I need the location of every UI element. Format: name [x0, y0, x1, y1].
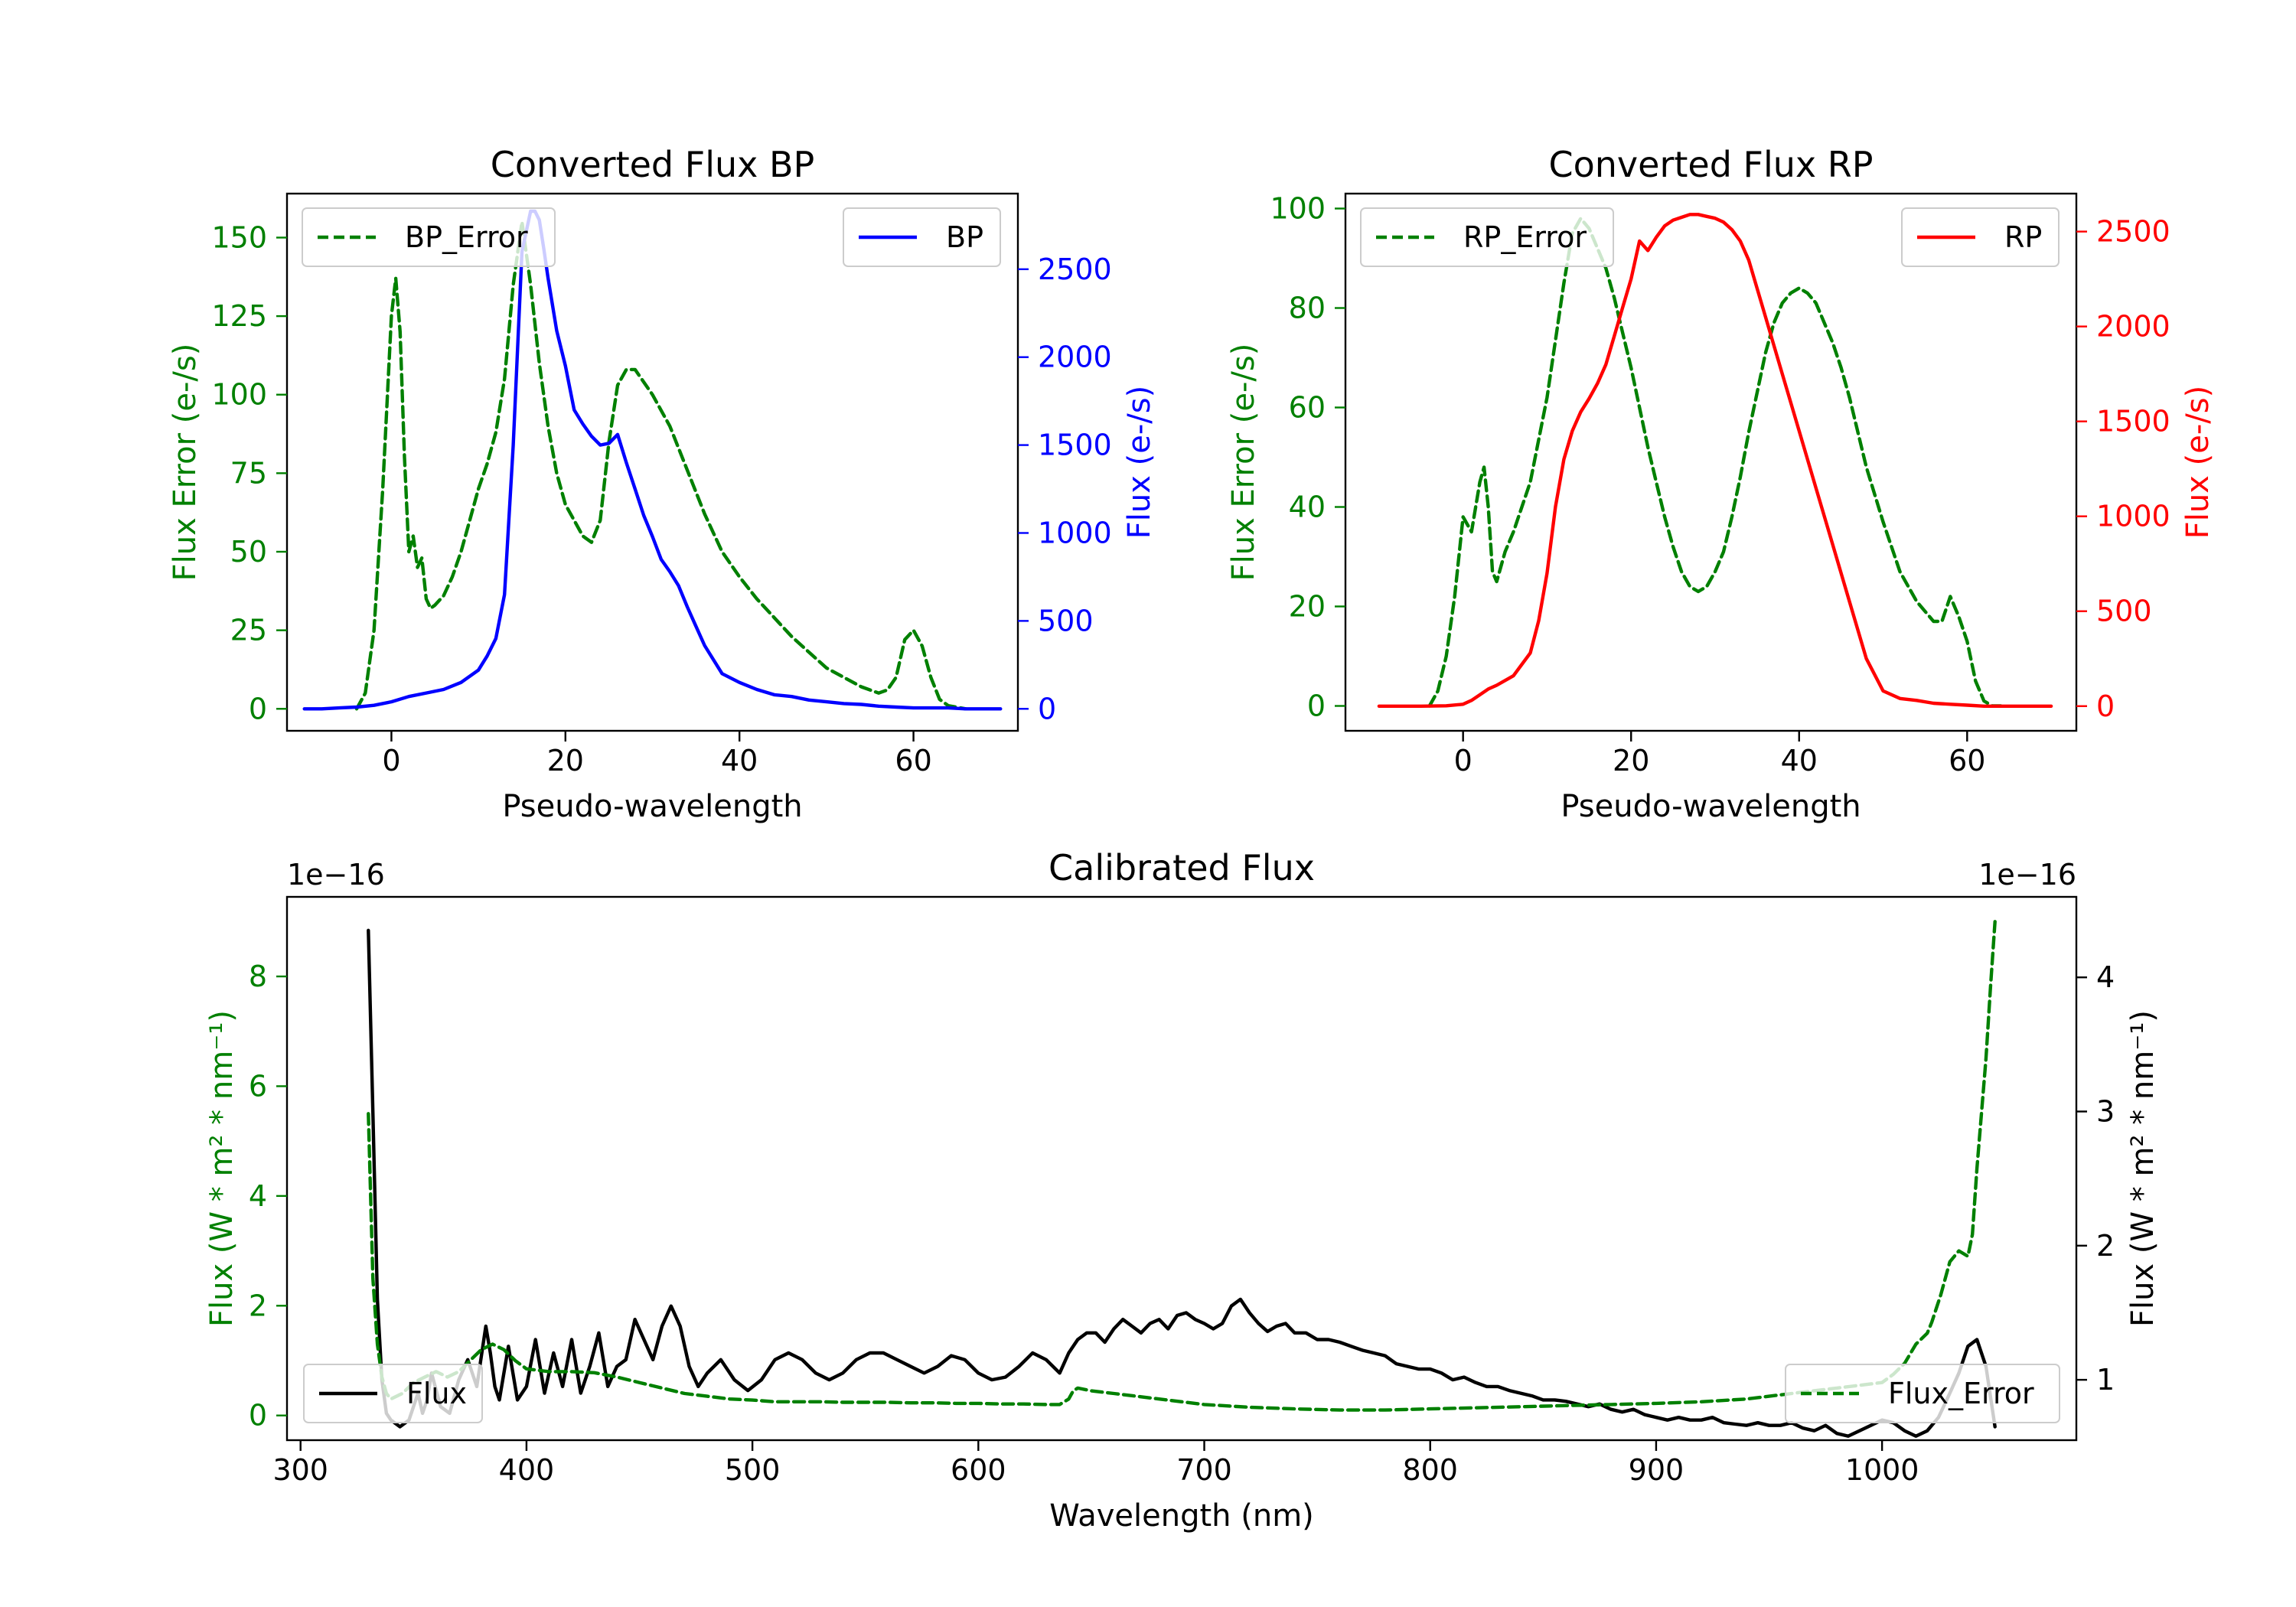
legend-bp-error: BP_Error: [302, 207, 556, 267]
y-left-tick-label: 20: [1289, 590, 1326, 624]
x-tick-label: 40: [1781, 744, 1818, 777]
y-left-tick-label: 2: [249, 1289, 267, 1322]
y-left-tick-label: 4: [249, 1179, 267, 1213]
legend-flux-error: Flux_Error: [1785, 1364, 2060, 1423]
y-right-tick-label: 2500: [2096, 215, 2170, 249]
legend-box: [303, 1364, 483, 1423]
y-right-tick-label: 2500: [1038, 253, 1112, 286]
series-line-bp: [302, 209, 1003, 711]
x-tick-label: 60: [1949, 744, 1985, 777]
series-line-rp-error: [1427, 217, 2003, 708]
y-left-tick-label: 0: [249, 1399, 267, 1433]
x-tick-label: 1000: [1845, 1453, 1919, 1487]
legend-rp-error: RP_Error: [1360, 207, 1614, 267]
axes-frame: [285, 192, 1019, 732]
legend-box: [1901, 207, 2060, 267]
axes-frame: [285, 895, 2078, 1442]
y-right-axis-label: Flux (e-/s): [1122, 386, 1157, 539]
x-axis-label: Wavelength (nm): [1049, 1498, 1314, 1534]
y-left-offset-label: 1e−16: [287, 858, 385, 892]
y-right-tick-label: 2: [2096, 1229, 2115, 1263]
y-right-tick-label: 1000: [2096, 500, 2170, 533]
legend-box: [302, 207, 556, 267]
y-left-axis-label: Flux (W * m² * nm⁻¹): [204, 1010, 240, 1327]
chart-title: Converted Flux RP: [1549, 144, 1874, 185]
legend-label: RP: [2004, 220, 2042, 254]
y-right-tick-label: 500: [1038, 604, 1094, 637]
y-left-tick-label: 8: [249, 960, 267, 993]
y-left-tick-label: 100: [1270, 192, 1326, 226]
legend-rp: RP: [1901, 207, 2060, 267]
y-left-tick-label: 150: [211, 220, 267, 254]
y-left-axis-label: Flux Error (e-/s): [168, 344, 203, 582]
series-group: [302, 209, 1003, 711]
y-left-tick-label: 25: [230, 614, 267, 647]
y-left-tick-label: 80: [1289, 292, 1326, 325]
chart-title: Calibrated Flux: [1049, 847, 1315, 888]
y-right-axis-label: Flux (e-/s): [2180, 386, 2216, 539]
y-right-offset-label: 1e−16: [1978, 858, 2076, 892]
x-tick-label: 500: [725, 1453, 781, 1487]
series-line-flux-error: [367, 920, 1997, 1412]
x-tick-label: 60: [895, 744, 931, 777]
y-right-tick-label: 1: [2096, 1363, 2115, 1397]
series-line-bp-error: [354, 220, 967, 711]
x-tick-label: 800: [1402, 1453, 1458, 1487]
y-left-tick-label: 75: [230, 456, 267, 490]
x-tick-label: 20: [547, 744, 584, 777]
chart-rp: 0 20 40 6002040608010005001000150020002500C…: [1226, 144, 2216, 824]
x-tick-label: 300: [272, 1453, 328, 1487]
x-tick-label: 400: [499, 1453, 555, 1487]
y-left-tick-label: 40: [1289, 491, 1326, 524]
legend-bp: BP: [843, 207, 1001, 267]
x-tick-label: 20: [1613, 744, 1649, 777]
x-axis-label: Pseudo-wavelength: [502, 789, 802, 824]
y-right-tick-label: 3: [2096, 1094, 2115, 1128]
y-right-tick-label: 500: [2096, 595, 2152, 628]
x-tick-label: 900: [1629, 1453, 1684, 1487]
chart-title: Converted Flux BP: [491, 144, 815, 185]
legend-label: RP_Error: [1463, 220, 1587, 254]
legend-label: BP: [946, 220, 983, 254]
legend-label: BP_Error: [405, 220, 528, 254]
y-right-tick-label: 1000: [1038, 516, 1112, 549]
x-tick-label: 0: [1454, 744, 1473, 777]
y-left-axis-label: Flux Error (e-/s): [1226, 344, 1261, 582]
series-group: [1377, 213, 2053, 708]
y-right-tick-label: 1500: [1038, 429, 1112, 462]
y-left-tick-label: 6: [249, 1069, 267, 1103]
y-left-tick-label: 125: [211, 299, 267, 333]
series-line-flux: [367, 928, 1997, 1438]
y-left-tick-label: 100: [211, 378, 267, 412]
y-left-tick-label: 50: [230, 535, 267, 569]
x-tick-label: 600: [951, 1453, 1006, 1487]
x-tick-label: 40: [721, 744, 758, 777]
y-right-tick-label: 1500: [2096, 405, 2170, 438]
legend-box: [1360, 207, 1614, 267]
x-tick-label: 700: [1176, 1453, 1232, 1487]
y-left-tick-label: 60: [1289, 391, 1326, 425]
legend-box: [1785, 1364, 2060, 1423]
legend-label: Flux: [406, 1377, 467, 1410]
y-right-axis-label: Flux (W * m² * nm⁻¹): [2125, 1010, 2161, 1327]
legend-flux: Flux: [303, 1364, 483, 1423]
y-right-tick-label: 0: [1038, 692, 1056, 725]
axes-frame: [1344, 192, 2078, 732]
series-line-rp: [1377, 213, 2053, 708]
legend-box: [843, 207, 1001, 267]
series-group: [367, 920, 1997, 1438]
y-right-tick-label: 0: [2096, 689, 2115, 723]
chart-cal: 300 400 500 600 700 800 900 1000 0 2 4 6 8 1 2 3 4 Calibr…: [204, 847, 2161, 1534]
y-left-tick-label: 0: [249, 692, 267, 725]
y-right-tick-label: 4: [2096, 960, 2115, 994]
chart-bp: 0 20 40 60025507510012515005001000150020002…: [168, 144, 1157, 824]
x-tick-label: 0: [382, 744, 400, 777]
legend-label: Flux_Error: [1888, 1377, 2034, 1410]
y-right-tick-label: 2000: [2096, 310, 2170, 344]
y-right-tick-label: 2000: [1038, 341, 1112, 374]
y-left-tick-label: 0: [1307, 689, 1326, 723]
x-axis-label: Pseudo-wavelength: [1561, 789, 1861, 824]
